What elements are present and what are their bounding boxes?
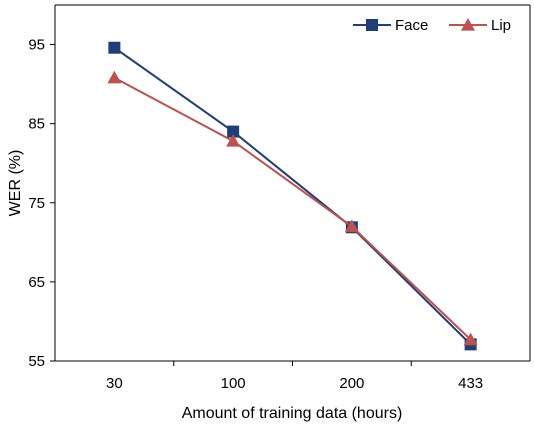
x-tick-label: 433	[458, 375, 483, 392]
legend-item-face: Face	[353, 17, 428, 34]
legend-marker-face	[366, 19, 378, 31]
y-tick-label: 95	[28, 37, 45, 54]
y-axis-ticks: 95 85 75 65 55	[28, 37, 55, 370]
y-tick-label: 85	[28, 116, 45, 133]
legend-label-lip: Lip	[491, 17, 511, 34]
x-tick-label: 30	[106, 375, 123, 392]
data-point-face	[227, 125, 240, 138]
legend-marker-lip	[461, 18, 475, 31]
legend-item-lip: Lip	[449, 17, 511, 34]
x-axis-title: Amount of training data (hours)	[182, 405, 403, 422]
series-line-lip	[113, 76, 472, 341]
legend: Face Lip	[353, 17, 511, 34]
data-point-lip	[226, 134, 241, 147]
data-point-lip	[107, 70, 122, 84]
x-axis-ticks: 30 100 200 433	[106, 361, 483, 392]
data-point-lip	[463, 332, 478, 346]
y-tick-label: 55	[28, 353, 45, 370]
series-lip	[107, 70, 478, 346]
x-tick-label: 200	[339, 375, 364, 392]
series-face	[108, 41, 477, 351]
data-point-lip	[344, 219, 359, 233]
x-tick-label: 100	[221, 375, 246, 392]
legend-label-face: Face	[395, 17, 428, 34]
y-tick-label: 65	[28, 274, 45, 291]
series-line-face	[113, 46, 472, 346]
data-point-face	[108, 41, 121, 54]
y-tick-label: 75	[28, 195, 45, 212]
y-axis-title: WER (%)	[7, 150, 24, 217]
series-layer	[107, 41, 478, 351]
